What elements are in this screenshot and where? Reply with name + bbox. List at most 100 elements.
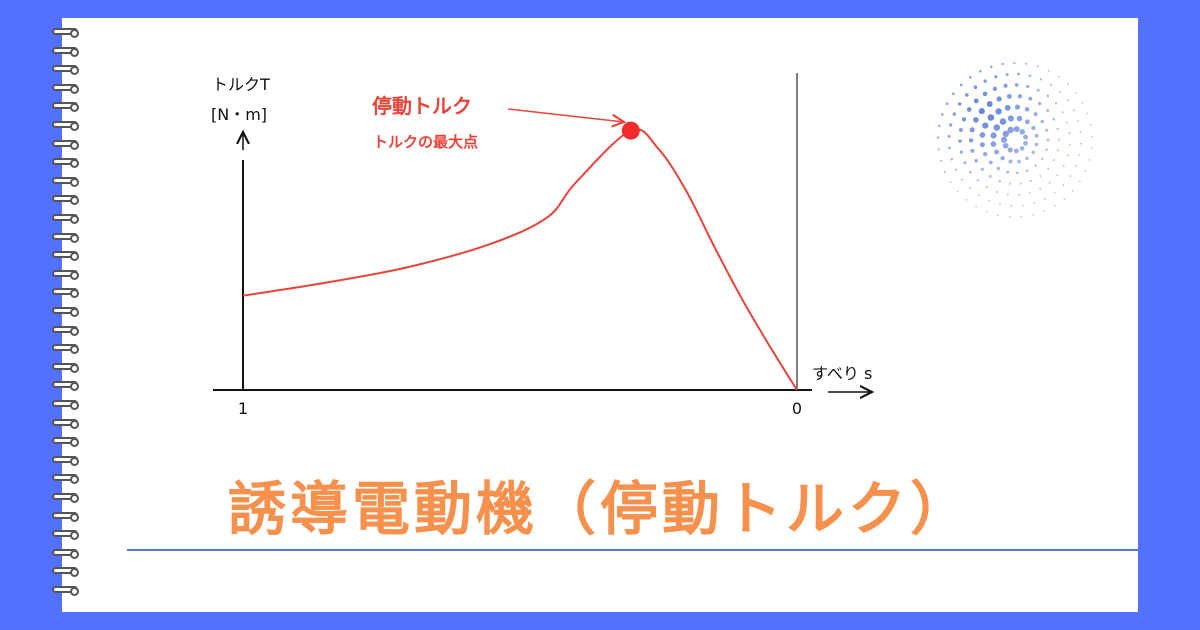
decor-dot bbox=[958, 139, 962, 143]
decor-dot bbox=[1045, 148, 1048, 152]
decor-dot bbox=[1025, 169, 1029, 172]
decor-dot bbox=[944, 171, 946, 173]
decor-dot bbox=[1043, 210, 1046, 213]
decor-dot bbox=[1028, 191, 1031, 195]
binding-ring bbox=[52, 195, 79, 206]
decor-dot bbox=[959, 83, 963, 87]
decor-dot bbox=[1048, 181, 1051, 184]
decor-dot bbox=[993, 124, 1001, 131]
decor-dot bbox=[950, 157, 954, 161]
decor-dot bbox=[964, 93, 969, 97]
decor-dot bbox=[995, 108, 1002, 115]
binding-ring bbox=[52, 102, 79, 113]
decor-dot bbox=[952, 92, 955, 96]
decor-dot bbox=[968, 75, 972, 79]
annotation-label: 停動トルク bbox=[372, 94, 472, 118]
binding-ring bbox=[52, 474, 79, 485]
x-axis-label: すべり s bbox=[812, 364, 872, 383]
decor-dot bbox=[1053, 191, 1056, 194]
decor-dot bbox=[1040, 119, 1045, 124]
decor-dot bbox=[1056, 173, 1059, 177]
decor-dot bbox=[992, 86, 998, 91]
decor-dot bbox=[945, 102, 949, 106]
decor-dot bbox=[938, 124, 941, 128]
decor-dot bbox=[1086, 112, 1089, 115]
decor-dot bbox=[999, 203, 1001, 206]
decor-dot bbox=[936, 136, 940, 139]
decor-dot bbox=[1024, 119, 1030, 125]
decor-dot bbox=[1090, 135, 1093, 138]
binding-ring bbox=[52, 493, 79, 503]
decor-dot bbox=[969, 127, 975, 133]
decor-dot bbox=[1028, 96, 1033, 101]
decor-dot bbox=[1002, 142, 1009, 149]
decor-dot bbox=[1088, 158, 1091, 161]
decor-dot bbox=[949, 181, 952, 184]
decor-dot bbox=[1014, 148, 1019, 154]
decor-dot bbox=[952, 112, 957, 116]
decor-dot bbox=[1047, 69, 1050, 72]
decor-dot bbox=[1017, 72, 1021, 76]
decor-dot bbox=[1056, 149, 1059, 152]
decor-dot bbox=[1005, 72, 1009, 77]
decor-dot bbox=[1050, 83, 1053, 86]
decor-dot bbox=[1045, 128, 1049, 132]
binding-ring bbox=[52, 548, 79, 559]
decor-dot bbox=[988, 174, 992, 178]
decor-dot bbox=[988, 199, 991, 202]
decor-dot bbox=[1021, 204, 1024, 207]
decor-dot bbox=[977, 194, 980, 197]
decor-dot bbox=[1034, 133, 1039, 138]
decor-dot bbox=[982, 151, 988, 157]
decor-dot bbox=[997, 214, 999, 217]
binding-ring bbox=[52, 307, 79, 317]
decor-dot bbox=[979, 142, 985, 148]
decor-dot bbox=[990, 132, 997, 139]
decor-dot bbox=[970, 148, 975, 153]
binding-ring bbox=[52, 121, 79, 131]
decor-dot bbox=[1032, 213, 1035, 216]
decor-dot bbox=[987, 114, 995, 121]
decor-dot bbox=[1000, 155, 1005, 161]
decor-dot bbox=[1067, 83, 1069, 86]
decor-dot bbox=[1033, 202, 1036, 205]
decor-dot bbox=[1081, 101, 1084, 104]
decor-dot bbox=[1023, 140, 1028, 146]
decor-dot bbox=[1077, 119, 1080, 122]
binding-ring bbox=[52, 511, 79, 522]
decor-dot bbox=[998, 180, 1001, 183]
decor-dot bbox=[996, 166, 1001, 171]
binding-ring bbox=[52, 362, 79, 373]
decor-dot bbox=[1008, 159, 1013, 164]
binding-ring bbox=[52, 586, 79, 596]
decor-dot bbox=[1031, 150, 1035, 155]
decor-dot bbox=[1052, 117, 1056, 121]
decor-dot bbox=[1008, 182, 1012, 185]
decor-dot bbox=[1039, 187, 1042, 190]
y-axis-label-1: トルクT bbox=[212, 75, 270, 94]
annotation-arrow bbox=[507, 108, 624, 122]
decor-dot bbox=[941, 113, 944, 116]
decor-dot bbox=[1003, 83, 1008, 88]
decor-dot bbox=[937, 148, 940, 151]
decor-dot bbox=[1039, 78, 1043, 81]
decor-dot bbox=[1034, 142, 1039, 147]
decor-dot bbox=[1046, 138, 1050, 142]
dot-sphere-decoration bbox=[936, 61, 1093, 218]
decor-dot bbox=[983, 79, 987, 83]
decor-dot bbox=[1079, 131, 1082, 134]
decor-dot bbox=[947, 134, 951, 138]
binding-ring bbox=[52, 269, 79, 280]
decor-dot bbox=[1057, 75, 1060, 78]
decor-dot bbox=[979, 132, 986, 138]
decor-dot bbox=[1066, 99, 1069, 102]
binding-ring bbox=[52, 325, 79, 336]
binding-ring bbox=[52, 567, 79, 578]
decor-dot bbox=[1063, 198, 1066, 201]
decor-dot bbox=[1016, 171, 1019, 175]
decor-dot bbox=[1014, 83, 1019, 87]
decor-dot bbox=[1025, 156, 1029, 161]
decor-dot bbox=[948, 146, 951, 150]
decor-dot bbox=[994, 149, 1000, 155]
